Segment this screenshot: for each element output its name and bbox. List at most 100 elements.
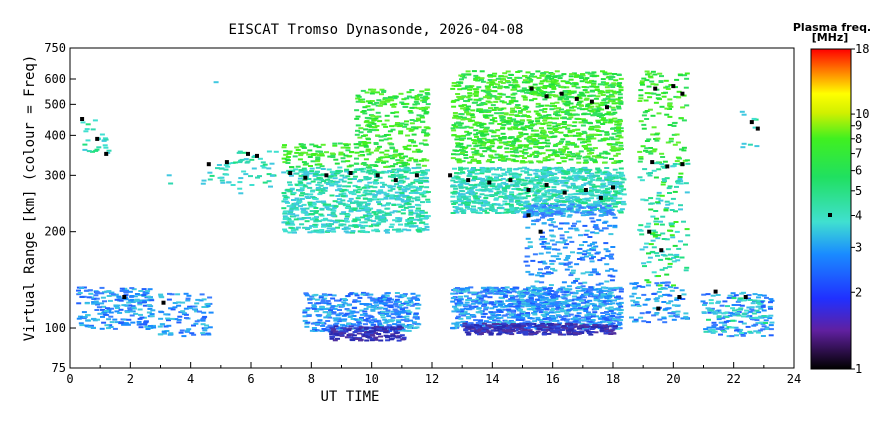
echo-trace [353, 168, 359, 171]
echo-trace [467, 207, 473, 210]
echo-trace [639, 312, 645, 315]
echo-trace [82, 143, 88, 146]
echo-trace [557, 301, 563, 304]
echo-trace [516, 188, 522, 190]
echo-trace [460, 202, 466, 205]
echo-trace [595, 185, 601, 188]
echo-trace [394, 171, 400, 174]
echo-trace [423, 134, 429, 137]
echo-trace [671, 256, 677, 259]
echo-trace [466, 322, 472, 325]
echo-trace [719, 304, 725, 307]
echo-trace [307, 156, 313, 158]
echo-trace [528, 322, 534, 325]
echo-trace [571, 169, 576, 172]
echo-trace [291, 229, 297, 232]
echo-trace [483, 185, 489, 188]
echo-trace [731, 304, 737, 306]
echo-trace [345, 325, 351, 328]
echo-trace [149, 313, 155, 316]
echo-trace [333, 205, 339, 208]
echo-trace [150, 309, 156, 312]
echo-trace [684, 266, 690, 269]
echo-trace [468, 184, 474, 186]
echo-trace [286, 205, 292, 208]
echo-trace [408, 192, 414, 194]
echo-trace [613, 325, 618, 328]
echo-trace [411, 222, 417, 225]
echo-trace [730, 307, 736, 310]
echo-trace [85, 314, 90, 317]
echo-trace [309, 143, 315, 146]
echo-trace [515, 302, 521, 305]
echo-trace [496, 314, 502, 316]
echo-trace [541, 333, 547, 336]
echo-trace [521, 325, 527, 327]
echo-trace [528, 289, 533, 292]
echo-trace [329, 194, 335, 197]
echo-trace [489, 301, 495, 304]
echo-trace [309, 295, 315, 298]
echo-trace [570, 182, 576, 185]
echo-trace [345, 149, 351, 152]
echo-trace [285, 222, 291, 225]
echo-trace [485, 292, 490, 295]
echo-trace [617, 303, 622, 306]
echo-trace [605, 191, 610, 194]
echo-trace [477, 327, 483, 330]
echo-trace [563, 287, 569, 290]
echo-trace [655, 237, 661, 240]
echo-trace [377, 297, 383, 300]
echo-trace [611, 199, 616, 202]
echo-trace [411, 197, 417, 200]
echo-trace [510, 180, 515, 183]
echo-trace [142, 304, 148, 307]
echo-trace [674, 255, 680, 258]
echo-trace [314, 163, 320, 166]
echo-trace [390, 334, 396, 337]
echo-trace [327, 176, 333, 179]
echo-trace [581, 326, 587, 329]
echo-trace [388, 338, 394, 341]
echo-trace [338, 178, 344, 181]
echo-trace [181, 312, 187, 315]
echo-trace [158, 293, 164, 296]
echo-trace [740, 334, 746, 337]
echo-trace [489, 208, 495, 211]
echo-trace [230, 184, 236, 186]
echo-trace [539, 275, 545, 277]
echo-trace [564, 312, 570, 315]
echo-trace [404, 224, 410, 227]
echo-trace [351, 193, 357, 196]
echo-trace [552, 269, 558, 272]
echo-trace [248, 175, 253, 178]
echo-trace [360, 216, 365, 219]
echo-trace [355, 124, 361, 127]
echo-trace [301, 217, 307, 219]
echo-trace [548, 229, 554, 232]
echo-trace [543, 291, 549, 294]
echo-trace [591, 213, 597, 216]
echo-trace [581, 253, 587, 256]
echo-trace [640, 285, 646, 288]
echo-trace [582, 241, 588, 243]
echo-trace [565, 200, 571, 203]
echo-trace [537, 212, 543, 215]
echo-trace [352, 178, 357, 180]
echo-trace [412, 171, 418, 174]
echo-trace [286, 152, 292, 155]
echo-trace [335, 189, 340, 192]
echo-trace [551, 326, 557, 329]
echo-trace [233, 161, 239, 164]
echo-trace [551, 188, 557, 191]
echo-trace [363, 214, 369, 217]
echo-trace [132, 295, 138, 298]
echo-trace [313, 229, 319, 232]
echo-trace [562, 297, 568, 300]
echo-trace [543, 301, 549, 304]
echo-trace [546, 332, 552, 335]
echo-trace [311, 153, 317, 155]
echo-trace [108, 326, 114, 328]
echo-trace [597, 171, 603, 174]
echo-trace [580, 272, 586, 275]
